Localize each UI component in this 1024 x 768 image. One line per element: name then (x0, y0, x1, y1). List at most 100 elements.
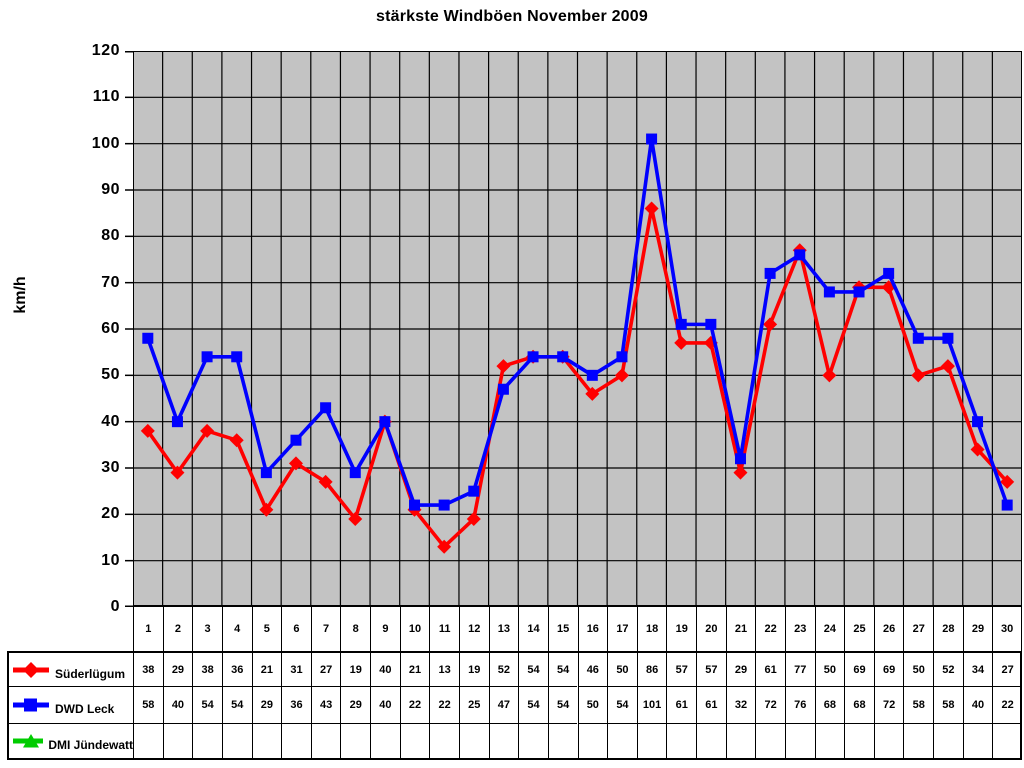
table-cell (873, 724, 904, 758)
table-cell: 22 (399, 687, 430, 724)
y-axis-tick-label: 70 (101, 273, 120, 291)
day-header-cell: 17 (607, 607, 637, 651)
table-cell: 22 (992, 687, 1020, 724)
data-point-marker (318, 474, 333, 489)
data-point-marker (912, 332, 924, 344)
table-cell: 29 (251, 687, 282, 724)
day-header-cell: 24 (814, 607, 845, 651)
data-point-marker (705, 318, 717, 330)
table-cell (666, 724, 696, 758)
table-cell (784, 724, 815, 758)
diamond-marker-icon (13, 661, 49, 678)
table-cell (221, 724, 252, 758)
y-axis-tick-label: 80 (101, 227, 120, 245)
data-point-marker (260, 467, 272, 479)
day-header-cell: 23 (784, 607, 815, 651)
data-point-marker (794, 249, 806, 261)
table-cell: 77 (784, 653, 815, 687)
table-cell (844, 724, 874, 758)
data-point-marker (1001, 499, 1013, 511)
table-cell: 54 (518, 653, 548, 687)
table-cell: 21 (251, 653, 282, 687)
data-point-marker (644, 201, 659, 216)
y-axis-tick-label: 30 (101, 459, 120, 476)
table-cell: 69 (873, 653, 904, 687)
table-cell: 40 (370, 653, 400, 687)
table-cell: 57 (666, 653, 697, 687)
table-cell: 68 (814, 687, 845, 724)
table-cell (251, 724, 282, 758)
data-point-marker (259, 502, 274, 517)
day-header-cell: 27 (903, 607, 933, 651)
day-header-cell: 5 (251, 607, 282, 651)
y-axis-tick-label: 100 (91, 134, 120, 152)
table-cell: 101 (636, 687, 667, 724)
table-cell: 54 (192, 687, 222, 724)
table-cell: 29 (725, 653, 756, 687)
table-cell: 27 (992, 653, 1020, 687)
table-cell: 19 (458, 653, 489, 687)
table-cell (370, 724, 400, 758)
table-cell: 58 (133, 687, 163, 724)
day-header-cell: 9 (370, 607, 400, 651)
table-cell (992, 724, 1020, 758)
legend-item-suederluegum: Süderlügum (9, 653, 133, 687)
table-cell: 52 (933, 653, 963, 687)
table-cell (607, 724, 637, 758)
table-cell: 34 (962, 653, 993, 687)
table-cell: 69 (844, 653, 874, 687)
table-cell (518, 724, 548, 758)
table-cell (458, 724, 489, 758)
table-cell: 54 (547, 653, 578, 687)
day-header-cell: 6 (281, 607, 311, 651)
data-point-marker (823, 286, 835, 298)
data-table: Süderlügum DWD Leck DMI Jündewatt 38 29 38… (7, 651, 1022, 760)
y-axis-tick-label: 10 (101, 551, 120, 569)
table-cell (933, 724, 963, 758)
table-cell: 25 (458, 687, 489, 724)
data-point-marker (496, 359, 511, 374)
data-point-marker (497, 383, 509, 395)
table-cell (725, 724, 756, 758)
table-cell (903, 724, 933, 758)
table-cell: 40 (370, 687, 400, 724)
data-point-marker (140, 423, 155, 438)
table-cell: 36 (221, 653, 252, 687)
table-cell: 32 (725, 687, 756, 724)
legend-item-dmi-juendewatt: DMI Jündewatt (9, 724, 133, 758)
table-cell: 47 (488, 687, 519, 724)
day-header-cell: 20 (696, 607, 726, 651)
table-cell (636, 724, 667, 758)
data-point-marker (883, 267, 895, 279)
table-cell (755, 724, 785, 758)
data-point-marker (229, 433, 244, 448)
table-cell: 43 (310, 687, 341, 724)
table-cell: 58 (933, 687, 963, 724)
data-point-marker (763, 317, 778, 332)
data-point-marker (379, 416, 391, 428)
data-point-marker (348, 511, 363, 526)
table-cell: 57 (696, 653, 726, 687)
table-cell: 38 (133, 653, 163, 687)
day-header-cell: 11 (429, 607, 459, 651)
legend-label: DMI Jündewatt (48, 738, 133, 752)
legend-label: DWD Leck (55, 702, 115, 716)
y-axis-tick-label: 0 (110, 598, 120, 615)
table-cell (399, 724, 430, 758)
data-point-marker (940, 359, 955, 374)
plot-area (125, 51, 1022, 607)
table-cell: 61 (696, 687, 726, 724)
data-point-marker (614, 368, 629, 383)
data-point-marker (972, 416, 984, 428)
data-point-marker (468, 485, 480, 497)
data-point-marker (734, 453, 746, 465)
table-cell (192, 724, 222, 758)
y-axis-tick-label: 40 (101, 412, 120, 430)
table-cell: 72 (873, 687, 904, 724)
square-marker-icon (13, 698, 49, 712)
table-cell: 58 (903, 687, 934, 724)
table-cell: 22 (429, 687, 459, 724)
table-cell: 21 (399, 653, 430, 687)
table-cell: 31 (281, 653, 311, 687)
day-header-cell: 25 (844, 607, 874, 651)
